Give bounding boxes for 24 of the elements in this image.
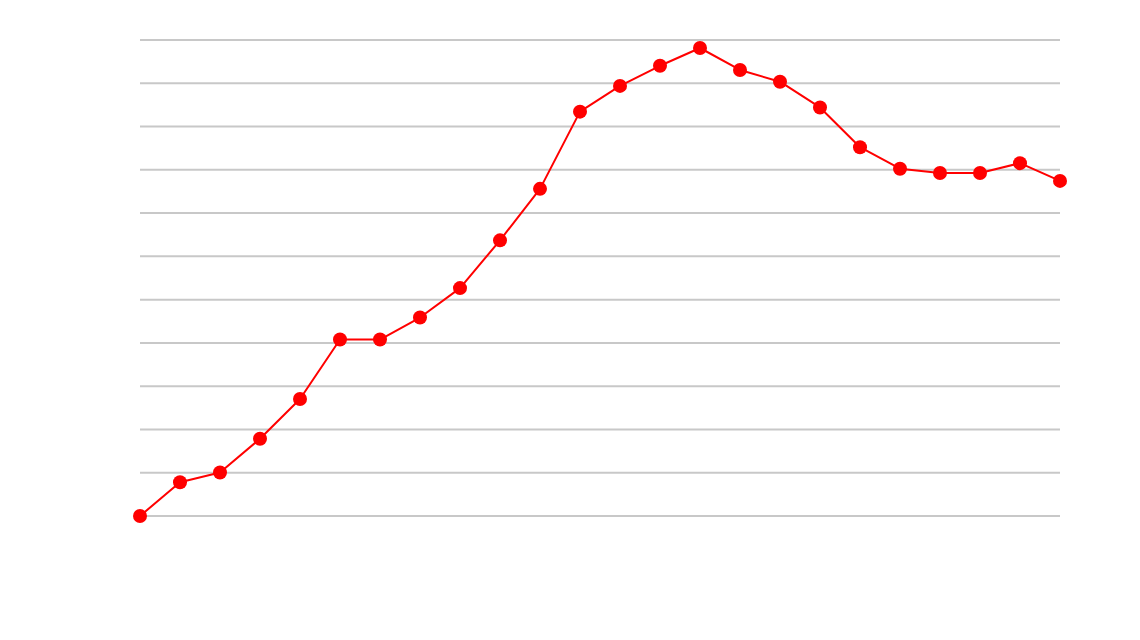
point xyxy=(173,475,187,490)
point xyxy=(493,233,507,248)
point xyxy=(893,161,907,176)
point xyxy=(213,465,227,480)
point xyxy=(693,41,707,55)
point xyxy=(1013,156,1027,171)
point xyxy=(293,392,307,406)
point xyxy=(413,310,427,325)
point xyxy=(933,165,947,180)
point xyxy=(533,181,547,196)
point xyxy=(253,431,267,446)
point xyxy=(773,74,787,89)
point xyxy=(333,332,347,347)
point xyxy=(133,509,147,523)
point xyxy=(653,58,667,73)
point xyxy=(733,63,747,77)
point xyxy=(1053,173,1067,188)
point xyxy=(613,78,627,93)
point xyxy=(373,332,387,347)
point xyxy=(973,165,987,180)
point xyxy=(853,140,867,155)
point xyxy=(573,104,587,119)
point xyxy=(813,100,827,115)
point xyxy=(453,281,467,296)
